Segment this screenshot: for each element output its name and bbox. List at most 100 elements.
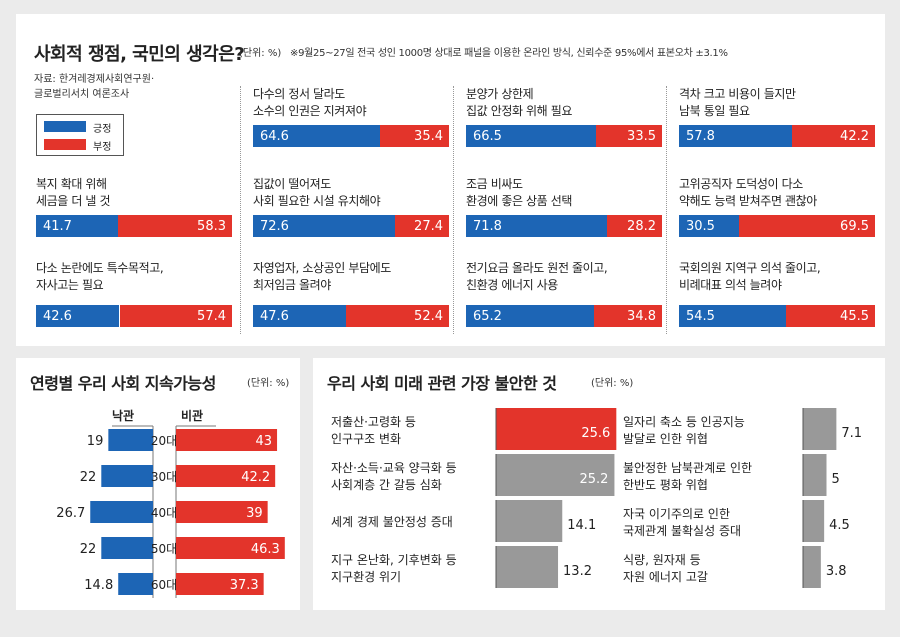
source-line-1: 자료: 한겨레경제사회연구원·	[34, 74, 155, 85]
issue-question-line: 전기요금 올라도 원전 줄이고,	[466, 261, 608, 275]
issue-question: 다수의 정서 달라도 소수의 인권은 지켜져야	[253, 86, 367, 120]
age-label: 60대	[151, 578, 177, 592]
issue-question-line: 분양가 상한제	[466, 87, 534, 101]
issue-question-line: 집값이 떨어져도	[253, 177, 331, 191]
anxiety-panel: 우리 사회 미래 관련 가장 불안한 것 (단위: %) 25.6 저출산·고령화…	[313, 358, 885, 610]
issue-bar: 41.7 58.3	[36, 215, 232, 237]
issue-bar: 66.5 33.5	[466, 125, 662, 147]
issue-bar: 57.8 42.2	[679, 125, 875, 147]
anxiety-bar	[803, 500, 825, 542]
agree-value: 54.5	[686, 309, 715, 324]
anxiety-value: 25.2	[579, 472, 608, 487]
anxiety-label-line: 식량, 원자재 등	[623, 553, 701, 567]
issue-question: 자영업자, 소상공인 부담에도 최저임금 올려야	[253, 260, 391, 294]
agree-segment	[679, 305, 786, 327]
disagree-value: 52.4	[414, 309, 443, 324]
agree-segment	[466, 305, 594, 327]
anxiety-bar	[496, 546, 559, 588]
anxiety-bar	[496, 408, 617, 450]
disagree-value: 35.4	[414, 129, 443, 144]
anxiety-unit: (단위: %)	[591, 378, 634, 389]
issue-question-line: 다소 논란에도 특수목적고,	[36, 261, 164, 275]
anxiety-label-line: 한반도 평화 위협	[623, 478, 708, 492]
age-label: 20대	[151, 434, 177, 448]
issue-question: 집값이 떨어져도 사회 필요한 시설 유치해야	[253, 176, 381, 210]
optimistic-value: 22	[80, 542, 97, 557]
disagree-value: 57.4	[197, 309, 226, 324]
anxiety-value: 13.2	[563, 564, 592, 579]
optimistic-value: 22	[80, 470, 97, 485]
pessimistic-value: 37.3	[230, 578, 259, 593]
disagree-segment	[738, 215, 875, 237]
issue-bar: 65.2 34.8	[466, 305, 662, 327]
agree-segment	[36, 305, 120, 327]
issue-question: 국회의원 지역구 의석 줄이고, 비례대표 의석 늘려야	[679, 260, 821, 294]
anxiety-value: 3.8	[826, 564, 847, 579]
optimistic-header: 낙관	[112, 408, 134, 423]
disagree-value: 28.2	[627, 219, 656, 234]
disagree-value: 58.3	[197, 219, 226, 234]
disagree-segment	[593, 305, 662, 327]
issue-question-line: 자영업자, 소상공인 부담에도	[253, 261, 391, 275]
pessimistic-bar	[176, 537, 285, 559]
disagree-value: 33.5	[627, 129, 656, 144]
issue-bar: 30.5 69.5	[679, 215, 875, 237]
agree-value: 66.5	[473, 129, 502, 144]
anxiety-bar	[803, 454, 827, 496]
optimistic-bar	[90, 501, 153, 523]
agree-value: 65.2	[473, 309, 502, 324]
issue-bar: 64.6 35.4	[253, 125, 449, 147]
disagree-segment	[346, 305, 449, 327]
issue-question-line: 고위공직자 도덕성이 다소	[679, 177, 803, 191]
disagree-value: 45.5	[840, 309, 869, 324]
agree-segment	[253, 215, 396, 237]
issues-note: ※9월25~27일 전국 성인 1000명 상대로 패널을 이용한 온라인 방식…	[290, 48, 728, 59]
issue-question-line: 다수의 정서 달라도	[253, 87, 345, 101]
age-chart: 낙관 비관 19 43 20대 22 42.2 30대 26.7 39 40대 22 46.3 50대 14…	[56, 408, 285, 598]
pessimistic-value: 46.3	[251, 542, 280, 557]
disagree-value: 42.2	[840, 129, 869, 144]
age-label: 30대	[151, 470, 177, 484]
issues-panel: 사회적 쟁점, 국민의 생각은? (단위: %) ※9월25~27일 전국 성인…	[16, 14, 885, 346]
issue-question: 전기요금 올라도 원전 줄이고, 친환경 에너지 사용	[466, 260, 608, 294]
anxiety-value: 5	[832, 472, 840, 487]
column-divider	[453, 86, 454, 334]
disagree-segment	[119, 305, 232, 327]
column-divider	[240, 86, 241, 334]
anxiety-label-line: 사회계층 간 갈등 심화	[331, 478, 442, 492]
age-label: 50대	[151, 542, 177, 556]
source-note: 자료: 한겨레경제사회연구원· 글로벌리서치 여론조사	[34, 72, 154, 102]
disagree-segment	[596, 125, 662, 147]
agree-segment	[253, 125, 380, 147]
issue-question-line: 약해도 능력 받쳐주면 괜찮아	[679, 194, 817, 208]
optimistic-bar	[101, 465, 153, 487]
issue-question: 복지 확대 위해 세금을 더 낼 것	[36, 176, 110, 210]
anxiety-label-line: 일자리 축소 등 인공지능	[623, 415, 745, 429]
column-divider	[666, 86, 667, 334]
disagree-value: 27.4	[414, 219, 443, 234]
agree-value: 47.6	[260, 309, 289, 324]
agree-value: 64.6	[260, 129, 289, 144]
optimistic-value: 19	[87, 434, 104, 449]
legend: 긍정 부정	[36, 114, 124, 156]
agree-segment	[679, 215, 739, 237]
agree-value: 71.8	[473, 219, 502, 234]
disagree-segment	[606, 215, 662, 237]
anxiety-value: 4.5	[829, 518, 850, 533]
agree-value: 57.8	[686, 129, 715, 144]
disagree-segment	[785, 305, 875, 327]
anxiety-title: 우리 사회 미래 관련 가장 불안한 것	[327, 374, 557, 393]
disagree-value: 34.8	[627, 309, 656, 324]
legend-disagree-swatch	[44, 139, 86, 150]
issue-question: 분양가 상한제 집값 안정화 위해 필요	[466, 86, 572, 120]
optimistic-value: 26.7	[56, 506, 85, 521]
anxiety-value: 14.1	[567, 518, 596, 533]
issue-question-line: 복지 확대 위해	[36, 177, 107, 191]
anxiety-bar	[803, 408, 837, 450]
pessimistic-header: 비관	[181, 408, 203, 423]
anxiety-value: 25.6	[581, 426, 610, 441]
pessimistic-value: 42.2	[241, 470, 270, 485]
anxiety-label-line: 지구 온난화, 기후변화 등	[331, 553, 457, 567]
anxiety-value: 7.1	[841, 426, 862, 441]
